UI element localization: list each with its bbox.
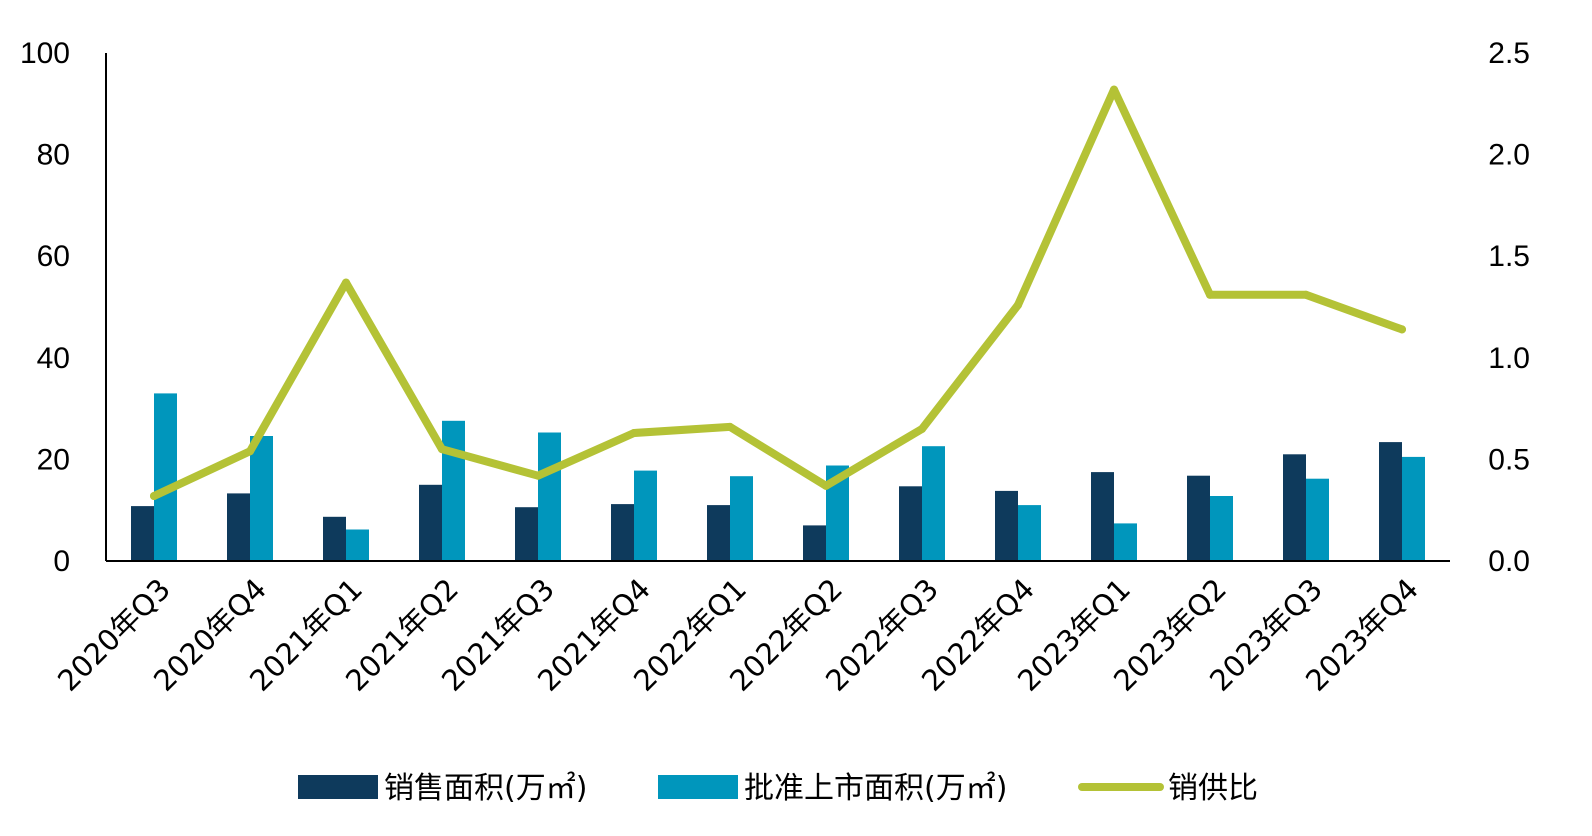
legend: 销售面积(万㎡) 批准上市面积(万㎡) 销供比 — [298, 771, 1258, 806]
approved-area-bar-7 — [826, 465, 849, 561]
y-left-tick-label: 40 — [37, 342, 70, 375]
approved-area-bar-13 — [1402, 456, 1425, 561]
ratio-point-9 — [1014, 301, 1022, 309]
y-right-tick-label: 1.0 — [1488, 342, 1530, 375]
approved-area-bar-6 — [730, 476, 753, 561]
ratio-line-layer — [150, 85, 1406, 500]
approved-area-bar-4 — [538, 432, 561, 561]
sales-area-bar-2 — [323, 516, 346, 561]
sales-area-bar-5 — [611, 504, 634, 561]
ratio-point-1 — [246, 447, 254, 456]
sales-area-bar-9 — [995, 490, 1018, 561]
ratio-point-10 — [1110, 85, 1118, 94]
approved-area-bar-5 — [634, 470, 657, 561]
ratio-point-8 — [918, 424, 926, 433]
approved-area-bar-10 — [1114, 523, 1137, 561]
y-right-tick-label: 0.0 — [1488, 545, 1530, 578]
ratio-point-7 — [822, 481, 830, 490]
approved-area-bar-3 — [442, 420, 465, 561]
y-left-tick-label: 60 — [37, 240, 70, 273]
approved-area-bar-1 — [250, 436, 273, 561]
legend-label-1: 批准上市面积(万㎡) — [744, 771, 1007, 806]
sales-area-bar-1 — [227, 493, 250, 561]
approved-area-bar-12 — [1306, 478, 1329, 561]
y-right-tick-label: 2.5 — [1488, 37, 1530, 70]
sales-area-bar-6 — [707, 505, 730, 561]
sales-area-bar-0 — [131, 506, 154, 561]
ratio-point-6 — [726, 422, 734, 431]
approved-area-bar-11 — [1210, 496, 1233, 561]
sales-area-bar-3 — [419, 484, 442, 561]
axes-layer: 0 20 40 60 80 100 0.0 0.5 1.0 1.5 2.0 2.5 — [20, 37, 1530, 578]
y-left-tick-label: 100 — [20, 37, 70, 70]
ratio-point-12 — [1302, 290, 1310, 299]
y-right-tick-label: 1.5 — [1488, 240, 1530, 273]
ratio-point-5 — [630, 429, 638, 437]
bars-layer — [131, 393, 1425, 561]
y-left-tick-label: 0 — [53, 545, 70, 578]
sales-area-bar-7 — [803, 525, 826, 561]
ratio-point-0 — [150, 492, 158, 500]
approved-area-bar-2 — [346, 529, 369, 561]
sales-area-bar-12 — [1283, 454, 1306, 561]
y-left-tick-label: 80 — [37, 139, 70, 172]
ratio-line — [150, 85, 1406, 500]
sales-area-bar-8 — [899, 486, 922, 561]
x-tick-labels: 2020年Q32020年Q42021年Q12021年Q22021年Q32021年… — [51, 572, 1425, 698]
ratio-point-3 — [438, 445, 446, 454]
sales-area-bar-13 — [1379, 442, 1402, 561]
approved-area-bar-9 — [1018, 505, 1041, 561]
approved-area-bar-8 — [922, 446, 945, 561]
ratio-point-2 — [342, 278, 350, 287]
sales-area-bar-4 — [515, 507, 538, 561]
legend-swatch-0 — [298, 775, 378, 799]
legend-swatch-1 — [658, 775, 738, 799]
y-left-tick-label: 20 — [37, 443, 70, 476]
y-right-tick-label: 2.0 — [1488, 139, 1530, 172]
approved-area-bar-0 — [154, 393, 177, 561]
ratio-point-11 — [1206, 290, 1214, 299]
sales-area-bar-10 — [1091, 472, 1114, 561]
ratio-point-13 — [1398, 325, 1406, 334]
legend-label-2: 销供比 — [1168, 771, 1258, 806]
legend-label-0: 销售面积(万㎡) — [384, 771, 587, 806]
y-right-tick-label: 0.5 — [1488, 443, 1530, 476]
sales-area-bar-11 — [1187, 475, 1210, 561]
ratio-point-4 — [534, 471, 542, 480]
